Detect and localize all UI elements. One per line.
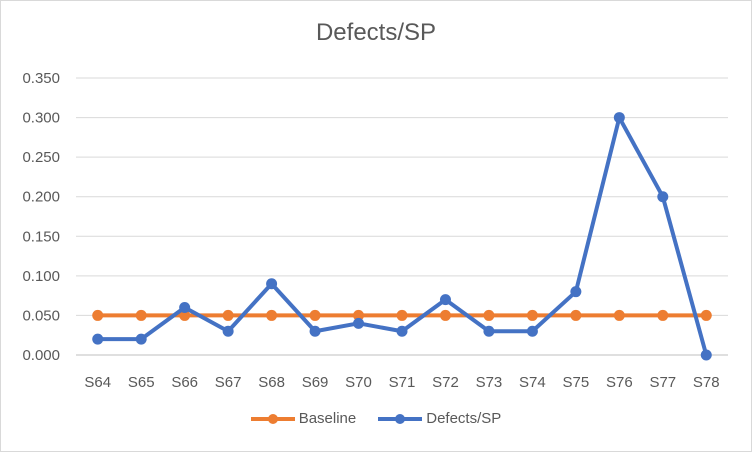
x-tick-label: S66 bbox=[171, 374, 198, 391]
legend-label: Baseline bbox=[298, 410, 357, 427]
legend-item: Baseline bbox=[250, 410, 357, 427]
x-tick-label: S75 bbox=[563, 374, 590, 391]
data-point-baseline bbox=[657, 309, 669, 321]
data-point-defects-sp bbox=[439, 294, 451, 306]
data-point-defects-sp bbox=[222, 325, 234, 337]
y-tick-label: 0.150 bbox=[22, 228, 60, 245]
chart-title: Defects/SP bbox=[315, 19, 437, 46]
x-tick-label: S67 bbox=[215, 374, 242, 391]
legend-item: Defects/SP bbox=[378, 410, 501, 427]
data-point-baseline bbox=[309, 309, 321, 321]
x-tick-label: S76 bbox=[606, 374, 633, 391]
data-point-baseline bbox=[613, 309, 625, 321]
data-point-defects-sp bbox=[700, 349, 712, 361]
legend-swatch bbox=[250, 413, 295, 425]
x-tick-label: S65 bbox=[128, 374, 155, 391]
y-tick-label: 0.350 bbox=[22, 70, 60, 87]
data-point-defects-sp bbox=[179, 302, 191, 314]
legend: Baseline Defects/SP bbox=[1, 410, 751, 427]
data-point-defects-sp bbox=[526, 325, 538, 337]
data-point-baseline bbox=[396, 309, 408, 321]
legend-marker bbox=[267, 413, 278, 424]
legend-swatch bbox=[378, 413, 423, 425]
data-point-baseline bbox=[92, 309, 104, 321]
y-tick-label: 0.250 bbox=[22, 149, 60, 166]
data-point-baseline bbox=[353, 309, 365, 321]
data-point-defects-sp bbox=[483, 325, 495, 337]
y-tick-label: 0.100 bbox=[22, 268, 60, 285]
data-point-baseline bbox=[483, 309, 495, 321]
data-point-defects-sp bbox=[613, 112, 625, 124]
data-point-baseline bbox=[526, 309, 538, 321]
x-tick-label: S77 bbox=[649, 374, 676, 391]
data-point-defects-sp bbox=[353, 317, 365, 329]
y-tick-label: 0.300 bbox=[22, 110, 60, 127]
x-tick-label: S69 bbox=[302, 374, 329, 391]
data-point-baseline bbox=[700, 309, 712, 321]
data-point-baseline bbox=[266, 309, 278, 321]
data-point-baseline bbox=[135, 309, 147, 321]
data-point-defects-sp bbox=[266, 278, 278, 290]
data-point-baseline bbox=[570, 309, 582, 321]
data-point-baseline bbox=[179, 309, 191, 321]
data-point-baseline bbox=[439, 309, 451, 321]
legend-marker bbox=[395, 413, 406, 424]
y-tick-label: 0.000 bbox=[22, 347, 60, 364]
data-point-baseline bbox=[222, 309, 234, 321]
x-tick-label: S64 bbox=[84, 374, 111, 391]
x-tick-label: S78 bbox=[693, 374, 720, 391]
y-tick-label: 0.200 bbox=[22, 189, 60, 206]
data-point-defects-sp bbox=[309, 325, 321, 337]
data-point-defects-sp bbox=[135, 333, 147, 345]
x-tick-label: S70 bbox=[345, 374, 372, 391]
x-tick-label: S72 bbox=[432, 374, 459, 391]
data-point-defects-sp bbox=[570, 286, 582, 298]
legend-label: Defects/SP bbox=[426, 410, 502, 427]
data-point-defects-sp bbox=[657, 191, 669, 203]
data-point-defects-sp bbox=[92, 333, 104, 345]
x-tick-label: S74 bbox=[519, 374, 546, 391]
x-tick-label: S73 bbox=[476, 374, 503, 391]
data-point-defects-sp bbox=[396, 325, 408, 337]
y-tick-label: 0.050 bbox=[22, 307, 60, 324]
x-tick-label: S71 bbox=[389, 374, 416, 391]
x-tick-label: S68 bbox=[258, 374, 285, 391]
